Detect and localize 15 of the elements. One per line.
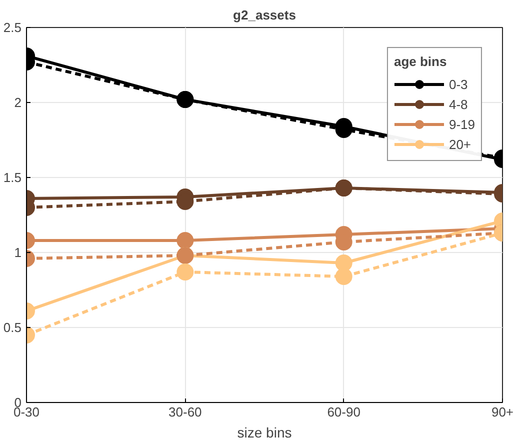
x-axis-title: size bins (237, 424, 292, 440)
x-tick-label: 60-90 (327, 404, 360, 420)
legend-label: 4-8 (448, 96, 469, 112)
y-tick-label: 1.5 (3, 170, 22, 185)
legend-title: age bins (394, 54, 448, 69)
legend-label: 0-3 (448, 76, 469, 92)
y-tick-label: 2.5 (3, 20, 22, 35)
y-tick-label: 0.5 (3, 320, 22, 335)
y-tick-label: 2 (14, 95, 22, 110)
legend-label: 20+ (448, 136, 472, 152)
x-tick-label: 90+ (491, 404, 514, 420)
x-tick-label: 30-60 (168, 404, 202, 420)
y-tick-label: 1 (14, 245, 22, 260)
chart-title: g2_assets (233, 8, 296, 22)
legend-label: 9-19 (448, 116, 475, 132)
